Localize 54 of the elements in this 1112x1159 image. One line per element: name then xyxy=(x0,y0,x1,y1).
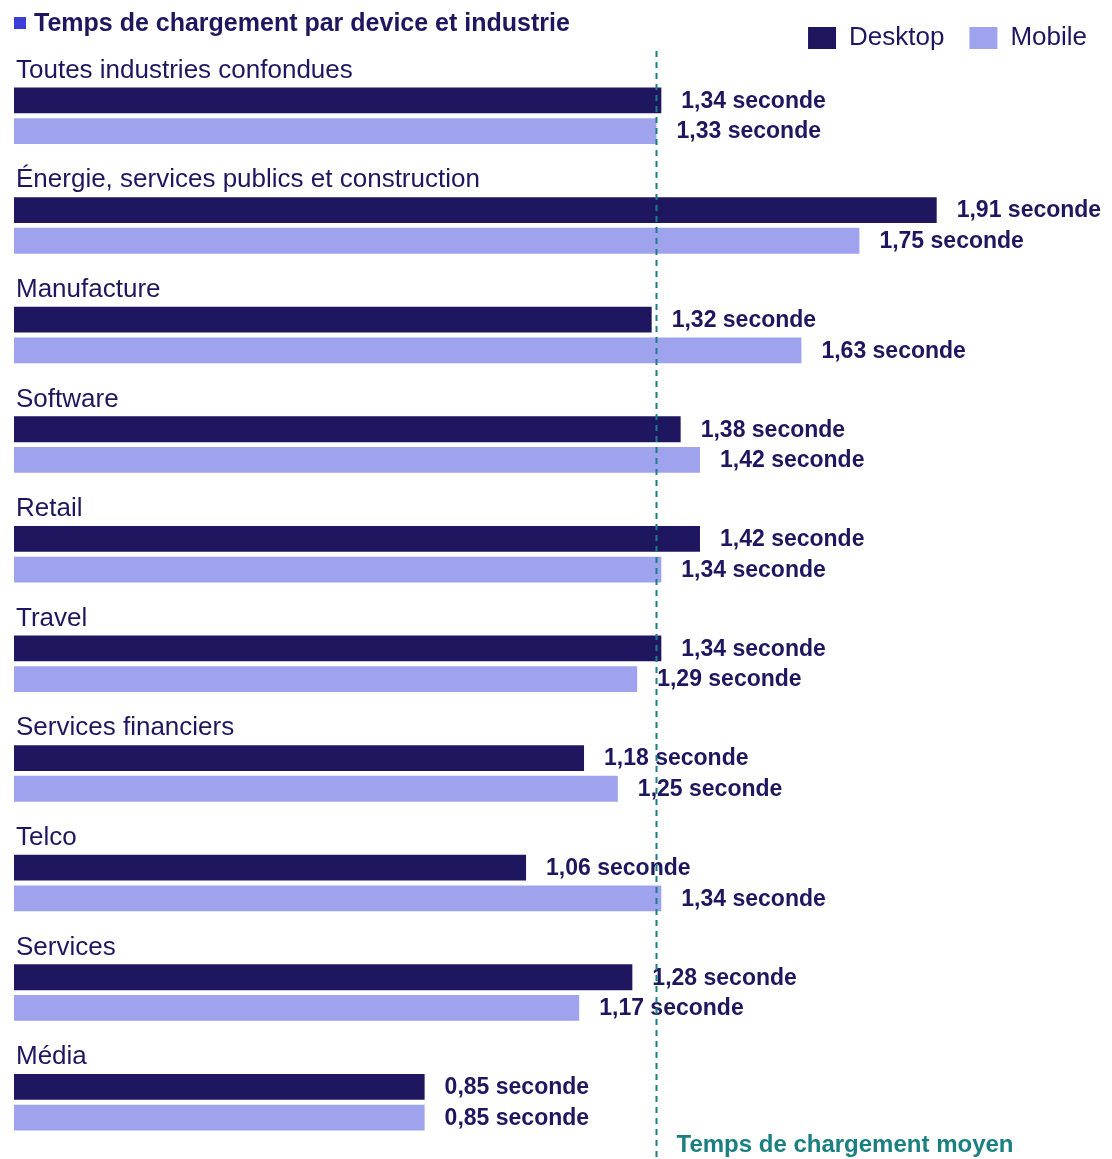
data-label: 1,32 seconde xyxy=(671,306,817,332)
bar xyxy=(14,854,527,881)
data-label: 0,85 seconde xyxy=(444,1073,590,1100)
bar xyxy=(14,337,802,364)
bar xyxy=(14,197,937,223)
y-tick-label: Toutes industries confondues xyxy=(16,53,353,84)
bar xyxy=(14,556,662,583)
bar xyxy=(14,1073,425,1100)
data-label: 1,34 seconde xyxy=(681,634,826,661)
bar xyxy=(14,745,585,771)
data-label: 1,34 seconde xyxy=(681,884,826,911)
bar xyxy=(14,416,681,443)
y-tick-label: Travel xyxy=(16,601,88,632)
bar xyxy=(14,87,662,114)
data-label: 1,38 seconde xyxy=(700,415,846,442)
data-label: 1,42 seconde xyxy=(719,525,865,552)
y-tick-label: Software xyxy=(16,382,119,413)
bar xyxy=(14,666,638,693)
legend-label: Mobile xyxy=(1010,21,1087,52)
data-label: 1,29 seconde xyxy=(657,665,802,692)
bar xyxy=(14,306,652,333)
data-label: 1,34 seconde xyxy=(681,86,826,113)
bar xyxy=(14,227,860,254)
y-tick-label: Services financiers xyxy=(16,711,235,742)
bar xyxy=(14,995,580,1021)
y-tick-label: Manufacture xyxy=(16,272,161,303)
data-label: 1,34 seconde xyxy=(681,555,826,582)
legend-label: Desktop xyxy=(849,21,945,52)
data-label: 1,63 seconde xyxy=(821,336,966,363)
bar xyxy=(14,118,657,145)
bar xyxy=(14,635,662,662)
data-label: 1,18 seconde xyxy=(604,744,749,771)
chart-title: Temps de chargement par device et industrie xyxy=(34,8,570,37)
bar xyxy=(14,1104,425,1131)
y-tick-label: Média xyxy=(16,1040,88,1071)
data-label: 1,06 seconde xyxy=(546,854,691,880)
y-tick-label: Telco xyxy=(16,820,77,851)
bar xyxy=(14,885,662,912)
data-label: 1,75 seconde xyxy=(879,227,1024,254)
bar xyxy=(14,525,700,552)
data-label: 1,91 seconde xyxy=(956,196,1102,223)
y-tick-label: Services xyxy=(16,930,116,961)
data-label: 0,85 seconde xyxy=(444,1103,590,1130)
data-label: 1,25 seconde xyxy=(637,775,783,802)
data-label: 1,33 seconde xyxy=(676,117,821,144)
data-label: 1,42 seconde xyxy=(719,446,865,473)
bar xyxy=(14,964,633,991)
bar xyxy=(14,447,700,473)
ref-line-label: Temps de chargement moyen xyxy=(676,1129,1014,1157)
bar xyxy=(14,775,618,802)
data-label: 1,17 seconde xyxy=(599,994,744,1021)
y-tick-label: Énergie, services publics et construction xyxy=(16,163,480,194)
data-label: 1,28 seconde xyxy=(652,963,797,990)
y-tick-label: Retail xyxy=(16,492,83,523)
